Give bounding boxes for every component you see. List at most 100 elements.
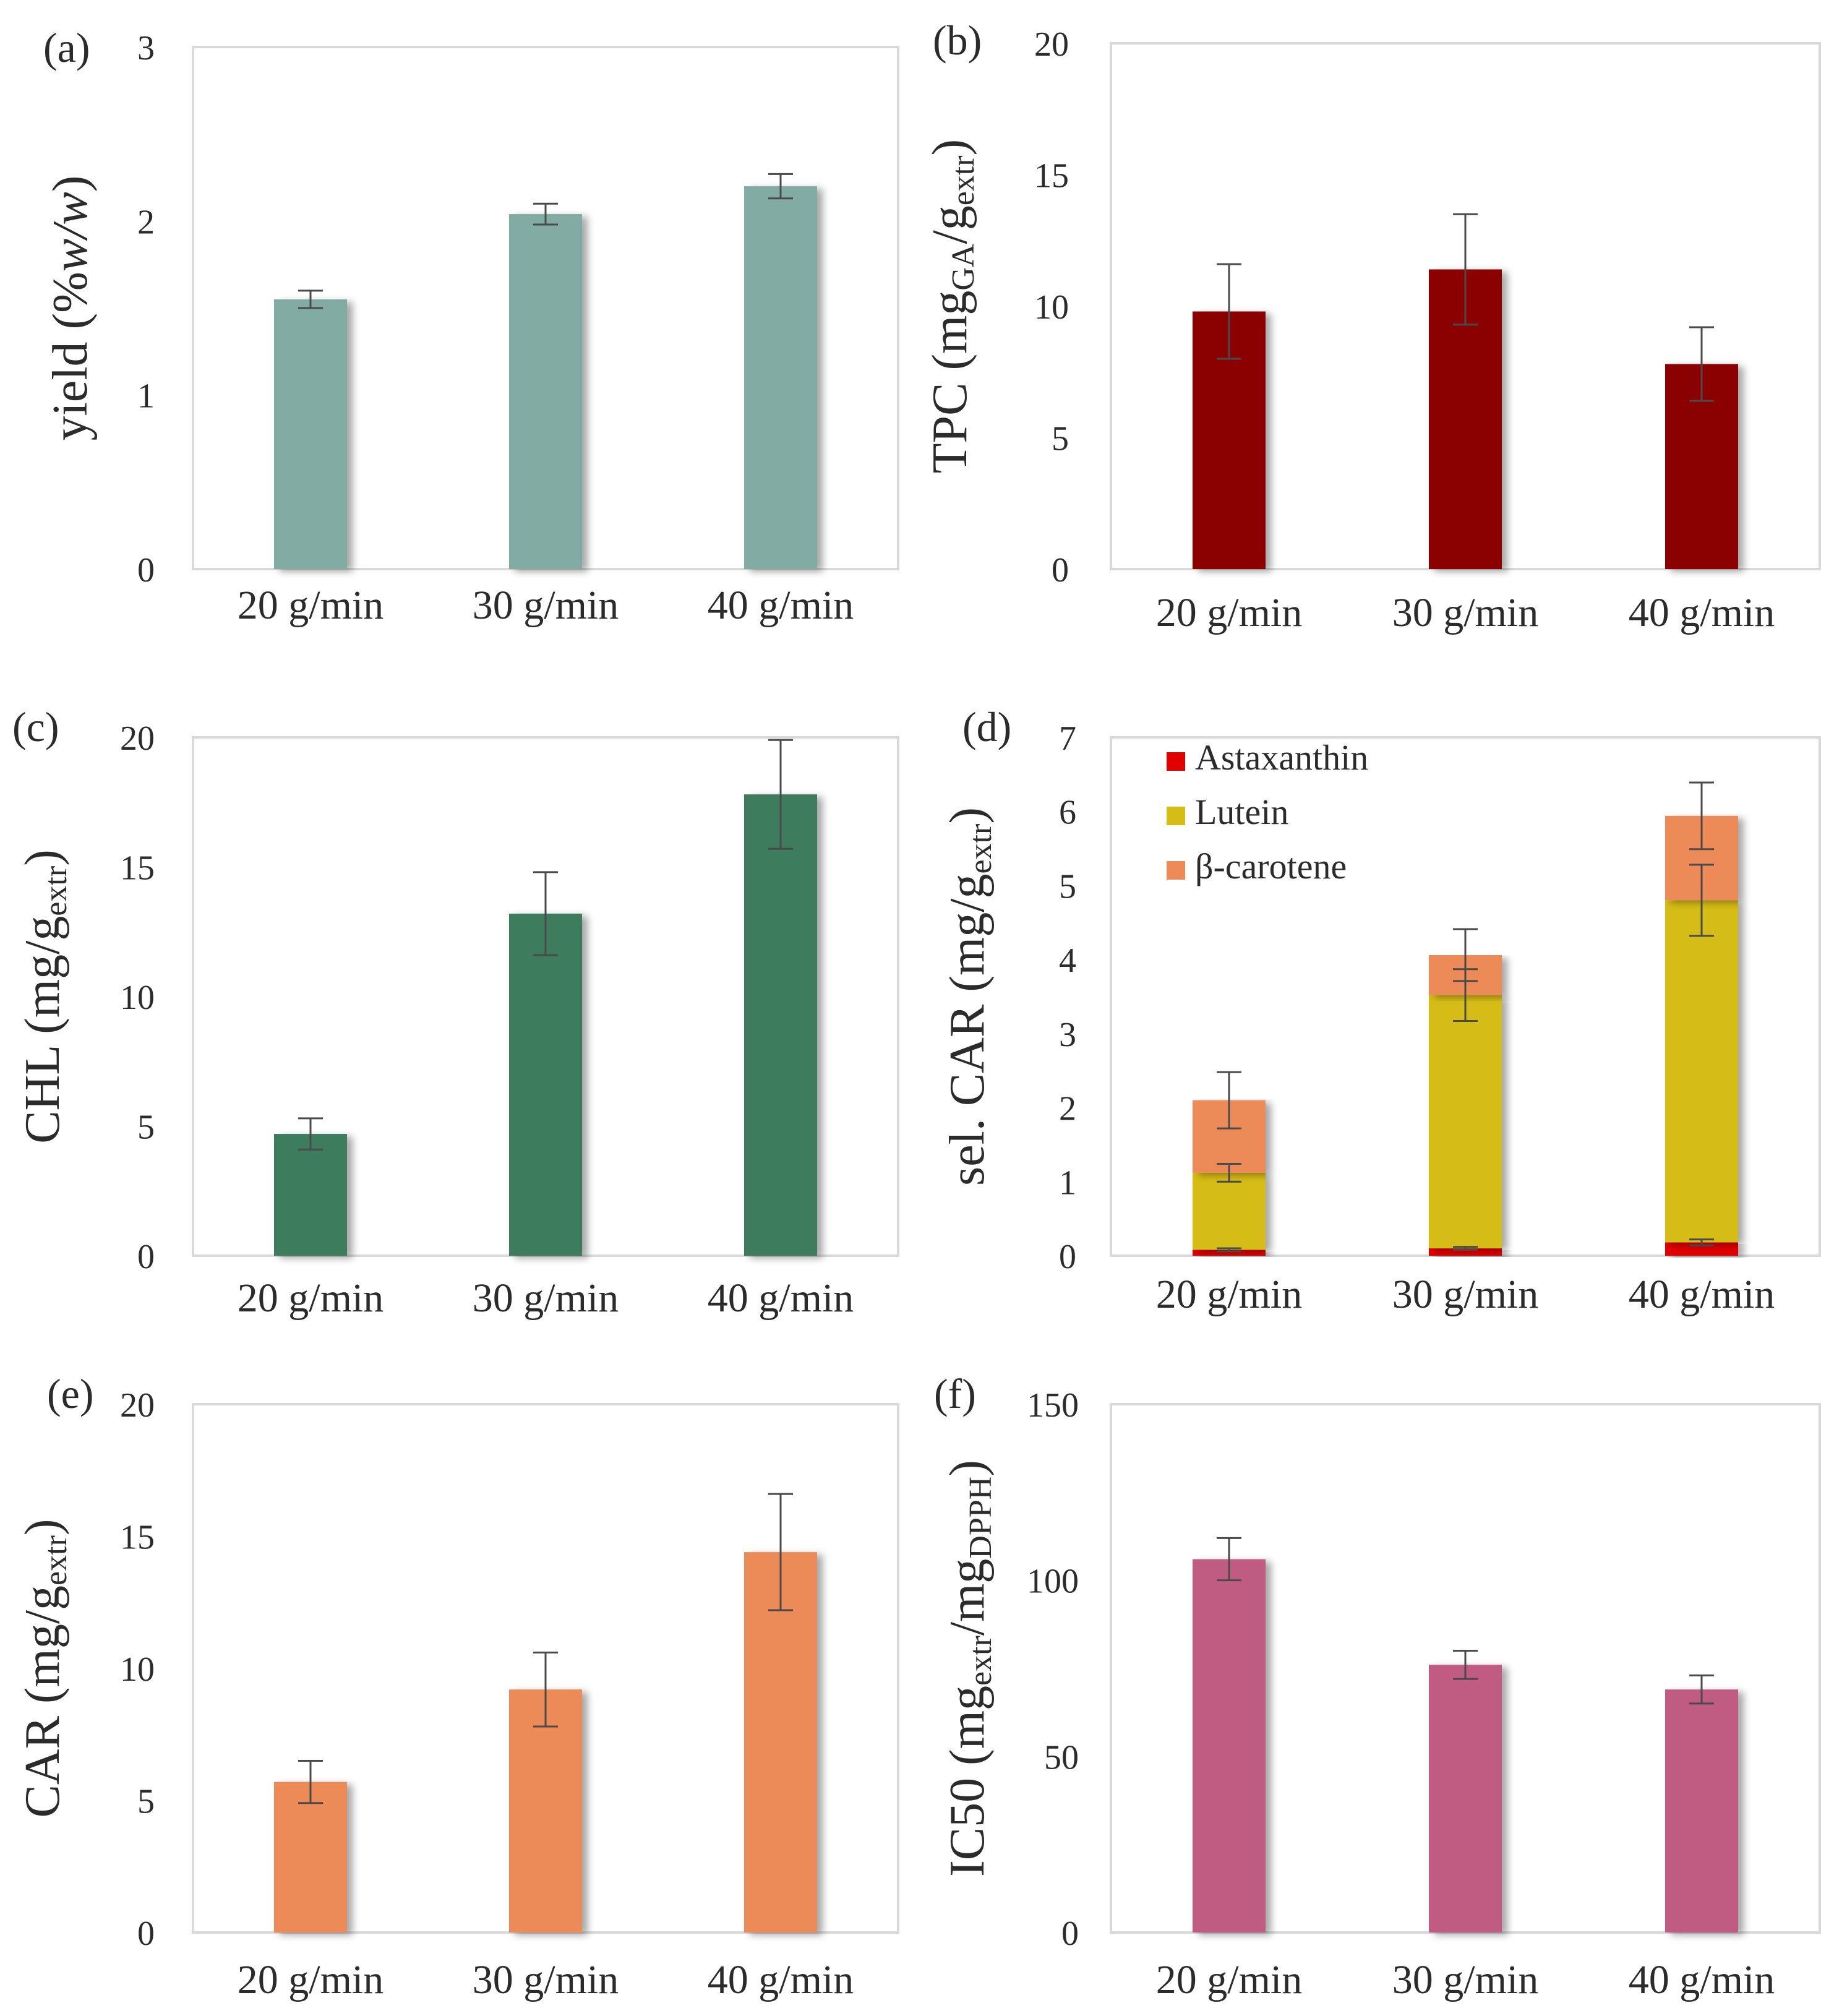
bar — [744, 794, 817, 1256]
panel-label: (b) — [933, 17, 982, 64]
y-tick-label: 10 — [1034, 288, 1069, 327]
y-tick-label: 20 — [1034, 25, 1069, 64]
y-axis-label-part: ) — [15, 849, 70, 866]
chart-panel-a: (a) 0 1 2 3 yield (%w/w) 20 g/min 30 g/min 40 g/… — [43, 24, 899, 628]
bar — [509, 1689, 582, 1932]
bar-segment-astaxanthin — [1665, 1242, 1738, 1256]
x-category-label: 20 g/min — [238, 583, 384, 628]
y-tick-label: 50 — [1044, 1738, 1079, 1777]
x-category-label: 40 g/min — [708, 1957, 854, 2002]
y-tick-label: 0 — [137, 1238, 155, 1276]
y-axis-label: CAR (mg/gextr) — [15, 1519, 74, 1817]
chart-panel-e: (e) 0 5 10 15 20 CAR (mg/gextr) 20 g/min 30 g/mi… — [15, 1370, 899, 2002]
x-category-label: 40 g/min — [708, 1276, 854, 1321]
y-tick-label: 1 — [1059, 1164, 1076, 1202]
y-tick-label: 20 — [120, 1386, 155, 1425]
bar — [1429, 1665, 1502, 1932]
y-tick-label: 0 — [137, 1915, 155, 1953]
panel-label: (c) — [12, 703, 59, 750]
y-axis-label-subscript: DPPH — [963, 1477, 998, 1559]
y-tick-label: 20 — [120, 719, 155, 758]
y-tick-label: 150 — [1027, 1386, 1079, 1425]
y-axis-label-subscript: extr — [963, 1636, 998, 1686]
x-category-label: 30 g/min — [473, 1957, 619, 2002]
y-tick-label: 7 — [1059, 719, 1076, 758]
panel-label: (f) — [934, 1370, 976, 1417]
y-tick-label: 10 — [120, 1650, 155, 1689]
bar-segment-lutein — [1665, 900, 1738, 1243]
y-axis-label-part: ) — [940, 807, 995, 824]
y-axis-label-part: CHL (mg/g — [15, 916, 70, 1144]
y-axis-label-part: sel. CAR (mg/g — [940, 874, 995, 1186]
y-axis-label: CHL (mg/gextr) — [15, 849, 74, 1144]
y-tick-label: 1 — [137, 377, 155, 416]
bar — [744, 186, 817, 570]
y-tick-label: 4 — [1059, 942, 1076, 980]
y-tick-label: 0 — [1059, 1238, 1076, 1276]
y-tick-label: 2 — [1059, 1090, 1076, 1128]
y-axis-label-part: TPC (mg — [923, 291, 977, 474]
y-tick-label: 3 — [137, 29, 155, 67]
y-tick-label: 0 — [137, 551, 155, 590]
legend-label: Lutein — [1195, 792, 1288, 832]
y-axis-label-subscript: extr — [38, 866, 74, 916]
y-axis-label-part: ) — [923, 139, 977, 156]
y-tick-label: 6 — [1059, 794, 1076, 832]
y-tick-label: 10 — [120, 979, 155, 1017]
x-category-label: 30 g/min — [473, 583, 619, 628]
bar — [744, 1552, 817, 1932]
y-tick-label: 15 — [120, 849, 155, 888]
bar — [1193, 1559, 1266, 1932]
bar-segment-astaxanthin — [1193, 1250, 1266, 1256]
x-category-label: 20 g/min — [1156, 1272, 1303, 1317]
chart-panel-d: (d) 0 1 2 3 4 5 6 7 sel. CAR (mg/gextr) 20 g/min 30… — [940, 703, 1821, 1317]
bar — [509, 214, 582, 570]
y-axis-label-part: yield (% — [43, 272, 98, 440]
bar — [1665, 1689, 1738, 1932]
x-category-label: 40 g/min — [1629, 590, 1775, 635]
x-category-label: 40 g/min — [1629, 1272, 1775, 1317]
legend-label: β-carotene — [1195, 846, 1347, 886]
y-tick-label: 5 — [137, 1109, 155, 1147]
x-category-label: 20 g/min — [238, 1276, 384, 1321]
y-axis-label: TPC (mgGA/gextr) — [923, 139, 981, 473]
y-tick-label: 2 — [137, 203, 155, 241]
x-category-label: 30 g/min — [1392, 1272, 1539, 1317]
y-axis-label-part: ) — [940, 1460, 995, 1477]
x-category-label: 30 g/min — [1392, 1957, 1539, 2002]
y-axis-label-part: ) — [43, 176, 98, 192]
y-tick-label: 15 — [1034, 157, 1069, 195]
y-axis-label-part: CAR (mg/g — [15, 1585, 70, 1818]
bar — [509, 913, 582, 1256]
bar-segment-lutein — [1193, 1172, 1266, 1250]
y-axis-label-part: w/w — [43, 192, 98, 272]
chart-panel-c: (c) 0 5 10 15 20 CHL (mg/gextr) 20 g/min 30 g/mi… — [12, 703, 899, 1321]
y-tick-label: 100 — [1027, 1563, 1079, 1601]
chart-panel-b: (b) 0 5 10 15 20 TPC (mgGA/gextr) 20 g/min 30 g/… — [923, 17, 1821, 635]
y-axis-label: sel. CAR (mg/gextr) — [940, 807, 998, 1186]
y-axis-label-subscript: extr — [963, 824, 998, 874]
y-tick-label: 5 — [1052, 420, 1069, 458]
legend-swatch — [1167, 807, 1185, 825]
legend: Astaxanthin Lutein β-carotene — [1167, 737, 1368, 886]
y-tick-label: 0 — [1052, 551, 1069, 590]
y-axis-label: IC50 (mgextr/mgDPPH) — [940, 1460, 998, 1877]
x-category-label: 30 g/min — [473, 1276, 619, 1321]
y-tick-label: 5 — [137, 1783, 155, 1821]
x-category-label: 40 g/min — [708, 583, 854, 628]
y-tick-label: 15 — [120, 1519, 155, 1557]
x-category-label: 20 g/min — [1156, 590, 1303, 635]
x-category-label: 40 g/min — [1629, 1957, 1775, 2002]
bar-segment-lutein — [1429, 995, 1502, 1249]
x-category-label: 30 g/min — [1392, 590, 1539, 635]
chart-panel-f: (f) 0 50 100 150 IC50 (mgextr/mgDPPH) 20 g/min… — [934, 1370, 1821, 2002]
bar — [274, 299, 347, 569]
y-axis-label-subscript: GA — [946, 244, 981, 291]
panel-label: (d) — [962, 703, 1011, 750]
bar — [274, 1134, 347, 1256]
bar-segment-astaxanthin — [1429, 1248, 1502, 1256]
y-axis-label-part: IC50 (mg — [940, 1686, 995, 1877]
y-axis-label: yield (%w/w) — [43, 176, 98, 441]
y-axis-label-part: /mg — [940, 1559, 995, 1636]
